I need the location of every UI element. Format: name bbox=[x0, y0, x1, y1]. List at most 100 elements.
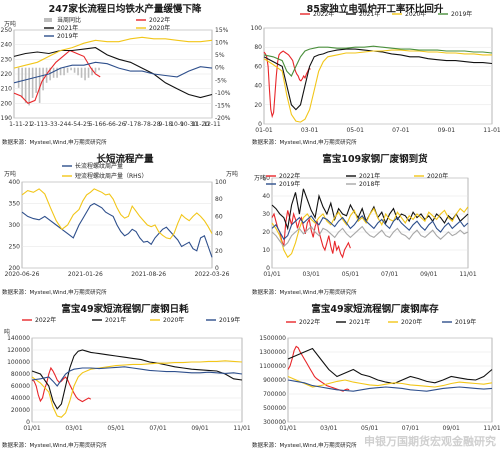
x-tick-label: 2021-08-26 bbox=[131, 271, 166, 278]
series-line bbox=[13, 36, 213, 69]
bar-mark bbox=[63, 67, 65, 76]
x-tick-label: 12-11 bbox=[203, 121, 221, 128]
x-tick-label: 05/01 bbox=[342, 271, 359, 278]
y-axis-unit: 万吨 bbox=[4, 20, 16, 28]
bar-mark bbox=[17, 67, 20, 88]
y-tick-label: 400 bbox=[9, 179, 21, 186]
legend-label: 2022年 bbox=[35, 316, 56, 324]
series-line bbox=[271, 225, 469, 248]
y-tick-label: 220 bbox=[1, 71, 13, 78]
y2-tick-label: -10% bbox=[215, 90, 231, 97]
bar-mark bbox=[98, 67, 100, 71]
x-tick-label: 07/01 bbox=[381, 271, 398, 278]
legend-label: 2022年 bbox=[279, 172, 300, 180]
series-line bbox=[13, 61, 213, 84]
legend-label: 2019年 bbox=[57, 32, 78, 40]
y-tick-label: 1500000 bbox=[259, 335, 286, 342]
legend-label: 2019年 bbox=[279, 180, 300, 188]
legend-label: 2020年 bbox=[427, 172, 448, 180]
y-tick-label: 20 bbox=[262, 229, 270, 236]
y-tick-label: 500000 bbox=[263, 405, 286, 412]
y-tick-label: 250 bbox=[1, 27, 13, 34]
y2-tick-label: 5% bbox=[215, 52, 225, 59]
plot-frame bbox=[31, 337, 243, 423]
chart-svg-p2: 85家独立电弧炉开工率环比回升 0 20 40 60 80 100 01-01 03-01 05-… bbox=[251, 3, 500, 146]
chart-title: 富宝49家短流程钢厂废钢库存 bbox=[311, 303, 439, 315]
x-tick-label: 09-01 bbox=[438, 127, 456, 134]
y-tick-label: 30 bbox=[262, 211, 270, 218]
x-tick-label: 03/01 bbox=[303, 271, 320, 278]
y-axis-unit: 吨 bbox=[4, 328, 10, 336]
series-line bbox=[287, 347, 493, 385]
y-tick-label: 190 bbox=[1, 115, 13, 122]
chart-title: 247家长流程日均铁水产量缓慢下降 bbox=[49, 3, 202, 15]
bar-mark bbox=[73, 67, 76, 73]
series-line bbox=[263, 48, 493, 111]
y-axis-unit: 万吨 bbox=[254, 174, 266, 182]
y-tick-label: 200 bbox=[9, 265, 21, 272]
x-tick-label: 1-21 bbox=[19, 121, 33, 128]
series-line bbox=[263, 49, 492, 123]
y-tick-label: 700000 bbox=[263, 391, 286, 398]
y-tick-label: 200 bbox=[1, 100, 13, 107]
y-tick-label: 0 bbox=[266, 265, 270, 272]
x-tick-label: 09/01 bbox=[420, 271, 437, 278]
x-tick-label: 4-5 bbox=[67, 121, 77, 128]
y-tick-label: 20 bbox=[254, 102, 262, 109]
legend-label: 2022年 bbox=[299, 318, 320, 326]
series-line bbox=[21, 188, 213, 240]
x-tick-label: 11-20 bbox=[192, 121, 210, 128]
bar-mark bbox=[91, 67, 93, 76]
legend-label: 当周同比 bbox=[57, 16, 81, 24]
chart-panel-scrap-arrivals: 富宝109家钢厂废钢到货 0 10 20 30 40 50 01/01 03/01 05/01 07… bbox=[250, 150, 500, 300]
source-note: 数据来源：Mysteel,Wind,申万期货研究所 bbox=[2, 288, 107, 296]
legend-label: 2021年 bbox=[349, 318, 370, 326]
x-tick-label: 5-16 bbox=[89, 121, 103, 128]
legend-label: 2021年 bbox=[359, 172, 380, 180]
x-tick-label: 03/01 bbox=[65, 425, 82, 432]
x-tick-label: 11/01 bbox=[233, 425, 250, 432]
y2-tick-label: 80 bbox=[215, 196, 223, 203]
chart-title: 富宝49家短流程钢厂废钢日耗 bbox=[61, 303, 189, 315]
x-tick-label: 9-18 bbox=[159, 121, 173, 128]
series-line bbox=[31, 366, 92, 403]
chart-svg-p6: 富宝49家短流程钢厂废钢库存 300000 500000 700000 900000 11… bbox=[252, 303, 500, 449]
x-tick-label: 10-9 bbox=[170, 121, 184, 128]
y-tick-label: 60 bbox=[254, 63, 262, 70]
bar-mark bbox=[38, 67, 41, 103]
x-tick-label: 8-7 bbox=[137, 121, 147, 128]
y-tick-label: 40 bbox=[262, 193, 270, 200]
y-axis-unit: 万吨 bbox=[4, 170, 16, 178]
y2-axis-unit: 万吨 bbox=[226, 170, 238, 178]
legend-label: 2019年 bbox=[219, 316, 240, 324]
x-tick-label: 03-01 bbox=[301, 127, 319, 134]
y-tick-label: 240 bbox=[1, 42, 13, 49]
y2-tick-label: 15% bbox=[215, 27, 229, 34]
legend-label: 2019年 bbox=[455, 318, 476, 326]
x-tick-label: 1-1 bbox=[9, 121, 19, 128]
series-line bbox=[271, 210, 351, 259]
series-line bbox=[31, 360, 243, 418]
chart-panel-iron-output: 247家长流程日均铁水产量缓慢下降 190 200 210 220 230 240 250 -2… bbox=[0, 0, 250, 150]
y-tick-label: 60000 bbox=[11, 383, 30, 390]
y2-tick-label: 20 bbox=[215, 248, 223, 255]
x-tick-label: 05-01 bbox=[346, 127, 364, 134]
y-tick-label: 300000 bbox=[263, 419, 286, 426]
y2-tick-label: 0% bbox=[215, 65, 225, 72]
y-tick-label: 50 bbox=[262, 175, 270, 182]
y-tick-label: 40 bbox=[254, 83, 262, 90]
watermark: 申银万国期货宏观金融研究 bbox=[364, 435, 496, 448]
legend-label: 短流程螺纹周产量（RHS） bbox=[75, 172, 148, 180]
x-tick-label: 07/01 bbox=[402, 425, 419, 432]
y-tick-label: 80 bbox=[254, 44, 262, 51]
bar-mark bbox=[80, 67, 83, 78]
legend-label: 2022年 bbox=[149, 16, 170, 24]
series-line bbox=[263, 50, 311, 119]
bar-mark bbox=[59, 67, 62, 76]
y-tick-label: 1300000 bbox=[259, 349, 286, 356]
series-line bbox=[271, 206, 469, 259]
bar-mark bbox=[21, 67, 23, 98]
chart-title: 长短流程产量 bbox=[96, 153, 154, 165]
x-tick-label: 2021-01-26 bbox=[68, 271, 103, 278]
legend-label: 2021年 bbox=[359, 10, 380, 18]
